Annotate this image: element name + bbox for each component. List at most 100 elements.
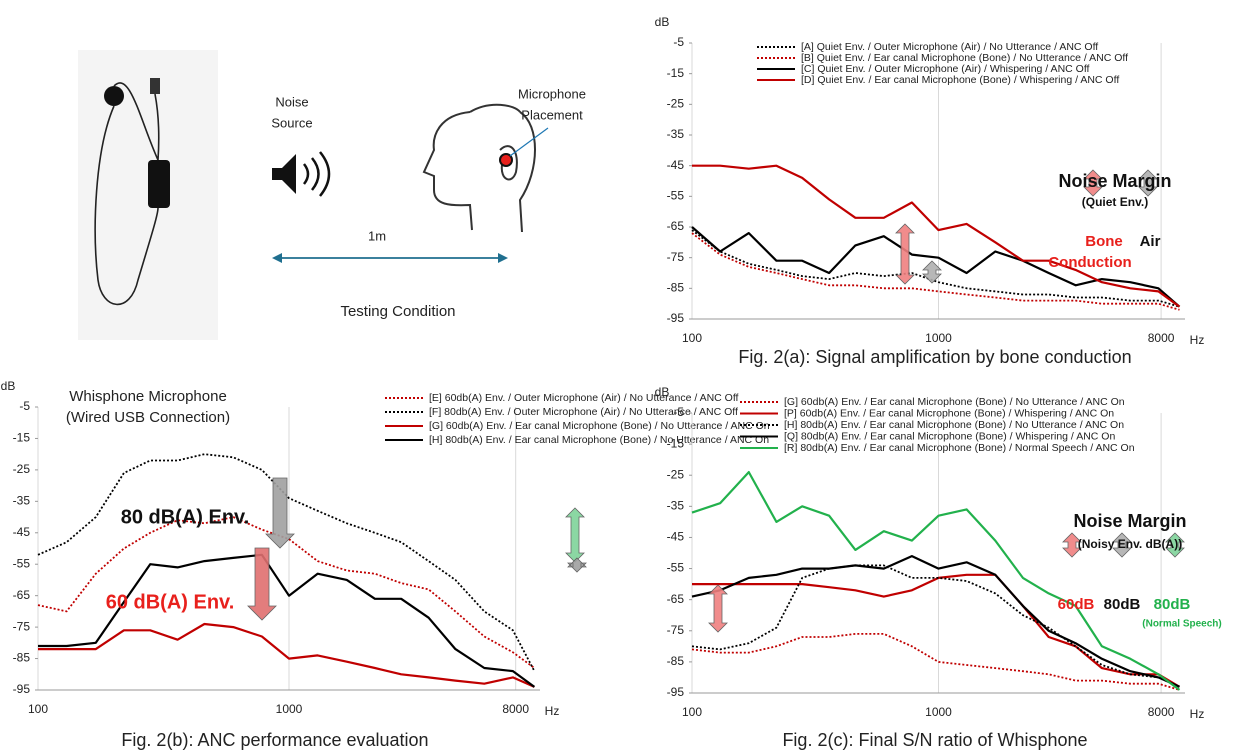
y-tick-label: -45 [13, 525, 31, 539]
noise-label: Noise [275, 94, 308, 109]
y-axis-label: dB [655, 15, 670, 29]
legend-label: [G] 60db(A) Env. / Ear canal Microphone … [429, 420, 770, 432]
device-photo [78, 50, 218, 340]
head-top [470, 105, 520, 112]
margin-arrow [709, 585, 727, 632]
earpiece [104, 86, 124, 106]
series-line [38, 624, 534, 687]
distance-label: 1m [368, 228, 386, 243]
annotation: 60dB [1058, 596, 1095, 613]
device-box [148, 160, 170, 208]
y-tick-label: -95 [667, 311, 685, 325]
y-tick-label: -35 [667, 499, 685, 513]
x-tick-label: 8000 [1148, 705, 1175, 719]
y-tick-label: -85 [13, 651, 31, 665]
y-tick-label: -5 [673, 405, 684, 419]
x-tick-label: 100 [682, 331, 702, 345]
device-caption: Whisphone Microphone [69, 388, 227, 405]
y-tick-label: -75 [13, 619, 31, 633]
annotation: Conduction [1048, 254, 1131, 271]
y-tick-label: -35 [667, 127, 685, 141]
distance-arrow [272, 253, 508, 263]
legend-label: [H] 80db(A) Env. / Ear canal Microphone … [784, 419, 1124, 431]
y-tick-label: -65 [13, 588, 31, 602]
y-tick-label: -45 [667, 158, 685, 172]
y-tick-label: -5 [19, 399, 30, 413]
legend-label: [D] Quiet Env. / Ear canal Microphone (B… [801, 74, 1119, 86]
x-axis-label: Hz [1190, 333, 1205, 347]
device-caption: (Wired USB Connection) [66, 409, 230, 426]
annotation: Air [1140, 233, 1161, 250]
x-tick-label: 100 [682, 705, 702, 719]
annotation: Bone [1085, 233, 1123, 250]
y-tick-label: -55 [667, 561, 685, 575]
y-axis-label: dB [655, 385, 670, 399]
y-tick-label: -45 [667, 530, 685, 544]
y-tick-label: -55 [667, 189, 685, 203]
legend-label: [G] 60db(A) Env. / Ear canal Microphone … [784, 396, 1125, 408]
y-tick-label: -85 [667, 281, 685, 295]
legend-label: [R] 80db(A) Env. / Ear canal Microphone … [784, 442, 1135, 454]
mic-label: Placement [521, 107, 583, 122]
noise-label: Source [271, 115, 312, 130]
y-tick-label: -35 [13, 494, 31, 508]
y-tick-label: -95 [667, 685, 685, 699]
figure: Whisphone Microphone (Wired USB Connecti… [0, 0, 1236, 751]
caption: Fig. 2(a): Signal amplification by bone … [738, 347, 1131, 367]
x-tick-label: 8000 [502, 702, 529, 716]
annotation: 80 dB(A) Env. [121, 506, 250, 528]
sound-waves [304, 152, 329, 196]
y-tick-label: -15 [667, 66, 685, 80]
y-tick-label: -25 [13, 462, 31, 476]
y-tick-label: -25 [667, 97, 685, 111]
condition-caption: Testing Condition [340, 303, 455, 320]
series-line [38, 555, 534, 687]
legend-label: [H] 80db(A) Env. / Ear canal Microphone … [429, 434, 769, 446]
x-tick-label: 1000 [925, 331, 952, 345]
annotation: 60 dB(A) Env. [106, 591, 235, 613]
y-tick-label: -5 [673, 35, 684, 49]
head-icon [424, 105, 548, 232]
legend-label: [E] 60db(A) Env. / Outer Microphone (Air… [429, 392, 739, 404]
y-tick-label: -65 [667, 592, 685, 606]
annotation: (Normal Speech) [1142, 619, 1221, 630]
y-tick-label: -75 [667, 250, 685, 264]
x-tick-label: 100 [28, 702, 48, 716]
x-axis-label: Hz [1190, 707, 1205, 721]
y-tick-label: -15 [13, 431, 31, 445]
speaker-icon [272, 152, 329, 196]
annotation: Noise Margin [1058, 171, 1171, 191]
usb-plug [150, 78, 160, 94]
pointer [510, 128, 548, 156]
y-tick-label: -85 [667, 654, 685, 668]
margin-arrow [248, 548, 276, 620]
y-axis-label: dB [1, 379, 16, 393]
y-tick-label: -95 [13, 682, 31, 696]
series-line [692, 556, 1180, 687]
y-tick-label: -55 [13, 556, 31, 570]
annotation: 80dB [1104, 596, 1141, 613]
head-outline [424, 112, 535, 232]
annotation: 80dB [1154, 596, 1191, 613]
legend-label: [P] 60db(A) Env. / Ear canal Microphone … [784, 407, 1114, 419]
annotation: (Quiet Env.) [1082, 195, 1148, 209]
y-tick-label: -65 [667, 219, 685, 233]
speaker [272, 154, 296, 194]
series-line [692, 575, 1180, 687]
margin-arrow [568, 558, 586, 572]
x-tick-label: 1000 [276, 702, 303, 716]
margin-arrow [566, 508, 584, 562]
annotation: (Noisy Env. dB(A)) [1078, 537, 1182, 551]
series-line [692, 472, 1180, 690]
x-tick-label: 1000 [925, 705, 952, 719]
caption: Fig. 2(c): Final S/N ratio of Whisphone [782, 730, 1087, 750]
mic-label: Microphone [518, 86, 586, 101]
y-tick-label: -25 [667, 467, 685, 481]
y-tick-label: -75 [667, 623, 685, 637]
caption: Fig. 2(b): ANC performance evaluation [121, 730, 428, 750]
margin-arrow [266, 478, 294, 548]
y-tick-label: -15 [667, 436, 685, 450]
x-axis-label: Hz [545, 704, 560, 718]
annotation: Noise Margin [1073, 511, 1186, 531]
legend-label: [Q] 80db(A) Env. / Ear canal Microphone … [784, 430, 1115, 442]
